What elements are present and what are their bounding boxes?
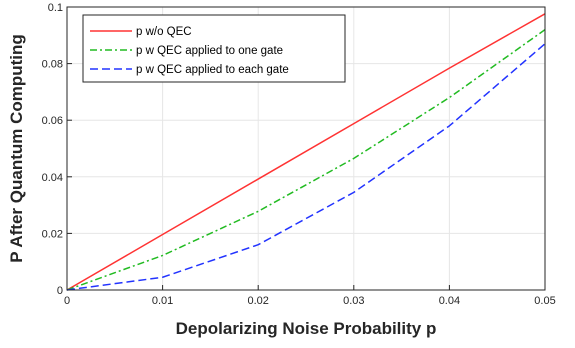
x-tick-label: 0.04 [439, 295, 460, 307]
y-tick-label: 0.04 [42, 172, 63, 184]
series-line-2 [66, 29, 546, 291]
plot-frame [66, 6, 546, 291]
x-tick-label: 0.05 [534, 295, 555, 307]
y-tick-label: 0.08 [42, 59, 63, 71]
x-tick-label: 0.03 [343, 295, 364, 307]
legend-entry-2: p w QEC applied to one gate [90, 45, 283, 57]
legend-label-1: p w/o QEC [136, 26, 192, 38]
x-tick-label: 0 [64, 295, 70, 307]
x-axis-label: Depolarizing Noise Probability p [176, 319, 437, 338]
series-line-1 [66, 13, 546, 291]
legend-entry-1: p w/o QEC [90, 26, 192, 38]
y-tick-label: 0.02 [42, 228, 63, 240]
y-tick-label: 0.06 [42, 115, 63, 127]
legend-entry-3: p w QEC applied to each gate [90, 64, 289, 76]
x-tick-label: 0.02 [247, 295, 268, 307]
y-axis-label: P After Quantum Computing [7, 34, 26, 263]
legend-box [82, 14, 346, 83]
legend-label-3: p w QEC applied to each gate [136, 64, 289, 76]
x-tick-label: 0.01 [152, 295, 173, 307]
y-tick-label: 0.1 [48, 2, 63, 14]
series-lines [66, 13, 546, 291]
axis-ticks: 0 0.01 0.02 0.03 0.04 0.05 0 0.02 0.04 0.06 0.08 0.… [42, 2, 556, 307]
legend: p w/o QEC p w QEC applied to one gate p … [82, 14, 346, 83]
legend-label-2: p w QEC applied to one gate [136, 45, 283, 57]
y-tick-label: 0 [57, 285, 63, 297]
